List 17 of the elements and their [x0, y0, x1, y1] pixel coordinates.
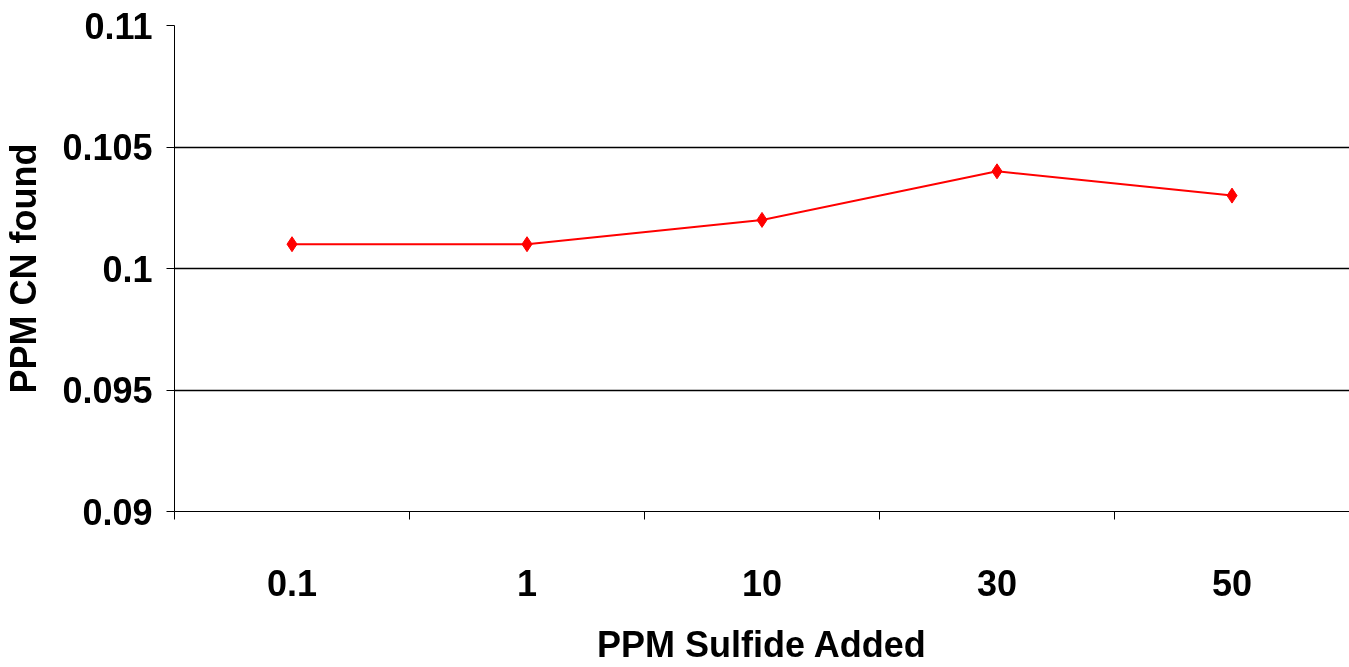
y-tick-label: 0.105: [62, 127, 153, 168]
y-tick-label: 0.1: [102, 248, 153, 290]
point: [991, 163, 1003, 180]
point: [521, 236, 533, 253]
y-axis-title: PPM CN found: [3, 143, 45, 394]
y-tick-label: 0.095: [62, 370, 153, 411]
y-tick-label: 0.11: [84, 5, 153, 47]
x-tick-label: 1: [516, 562, 538, 604]
x-tick-label: 50: [1211, 562, 1253, 604]
x-tick-label: 0.1: [266, 562, 318, 604]
x-axis-title: PPM Sulfide Added: [596, 623, 926, 665]
point: [1226, 187, 1238, 204]
point: [286, 236, 298, 253]
x-tick-label: 30: [976, 562, 1018, 604]
y-tick-label: 0.09: [82, 491, 153, 533]
x-tick-label: 10: [741, 562, 783, 604]
point: [756, 211, 768, 228]
